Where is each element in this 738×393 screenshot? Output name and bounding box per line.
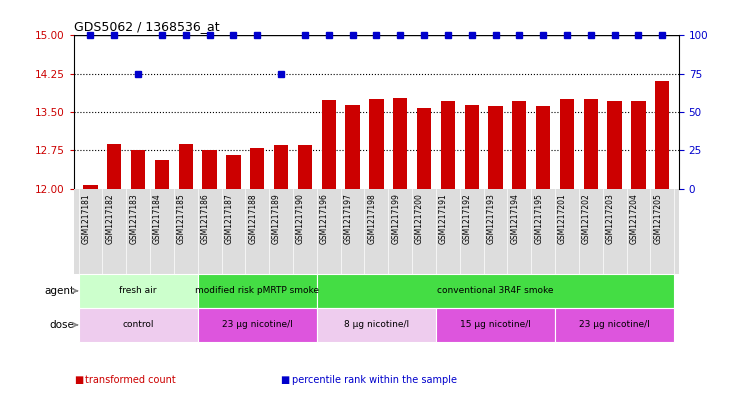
- Bar: [107, 144, 122, 189]
- Text: GSM1217194: GSM1217194: [511, 193, 520, 244]
- Bar: [131, 150, 145, 189]
- Text: GSM1217196: GSM1217196: [320, 193, 328, 244]
- Text: 23 μg nicotine/l: 23 μg nicotine/l: [222, 320, 293, 329]
- Text: control: control: [123, 320, 154, 329]
- Bar: [78, 308, 198, 342]
- Text: GSM1217203: GSM1217203: [606, 193, 615, 244]
- Text: GSM1217185: GSM1217185: [177, 193, 186, 244]
- Bar: [297, 145, 312, 189]
- Bar: [78, 274, 198, 308]
- Text: ■: ■: [74, 375, 83, 385]
- Text: GSM1217204: GSM1217204: [630, 193, 638, 244]
- Text: ■: ■: [280, 375, 290, 385]
- Text: GSM1217198: GSM1217198: [368, 193, 376, 244]
- Text: 23 μg nicotine/l: 23 μg nicotine/l: [579, 320, 650, 329]
- Bar: [179, 144, 193, 189]
- Text: GSM1217186: GSM1217186: [201, 193, 210, 244]
- Text: GSM1217199: GSM1217199: [391, 193, 400, 244]
- Text: GSM1217192: GSM1217192: [463, 193, 472, 244]
- Text: GSM1217190: GSM1217190: [296, 193, 305, 244]
- Text: GSM1217188: GSM1217188: [248, 193, 258, 244]
- Bar: [369, 99, 384, 189]
- Text: GSM1217181: GSM1217181: [81, 193, 91, 244]
- Bar: [631, 101, 646, 189]
- Text: dose: dose: [49, 320, 74, 330]
- Bar: [274, 145, 289, 189]
- Bar: [584, 99, 598, 189]
- Bar: [317, 308, 436, 342]
- Text: GSM1217184: GSM1217184: [153, 193, 162, 244]
- Bar: [464, 105, 479, 189]
- Bar: [555, 308, 675, 342]
- Text: GSM1217205: GSM1217205: [653, 193, 662, 244]
- Text: conventional 3R4F smoke: conventional 3R4F smoke: [437, 286, 554, 295]
- Bar: [607, 101, 622, 189]
- Text: 8 μg nicotine/l: 8 μg nicotine/l: [344, 320, 409, 329]
- Bar: [155, 160, 169, 189]
- Bar: [227, 155, 241, 189]
- Bar: [83, 185, 97, 189]
- Bar: [560, 99, 574, 189]
- Text: modified risk pMRTP smoke: modified risk pMRTP smoke: [196, 286, 320, 295]
- Text: fresh air: fresh air: [120, 286, 157, 295]
- Text: GSM1217183: GSM1217183: [129, 193, 138, 244]
- Bar: [489, 106, 503, 189]
- Bar: [250, 148, 264, 189]
- Text: GSM1217197: GSM1217197: [344, 193, 353, 244]
- Text: GSM1217193: GSM1217193: [486, 193, 495, 244]
- Text: GSM1217191: GSM1217191: [439, 193, 448, 244]
- Bar: [436, 308, 555, 342]
- Bar: [393, 98, 407, 189]
- Bar: [345, 105, 359, 189]
- Text: GSM1217201: GSM1217201: [558, 193, 567, 244]
- Text: GSM1217189: GSM1217189: [272, 193, 281, 244]
- Bar: [441, 101, 455, 189]
- Bar: [322, 100, 336, 189]
- Bar: [317, 274, 675, 308]
- Text: GSM1217187: GSM1217187: [224, 193, 233, 244]
- Text: GSM1217195: GSM1217195: [534, 193, 543, 244]
- Text: GDS5062 / 1368536_at: GDS5062 / 1368536_at: [74, 20, 219, 33]
- Bar: [198, 308, 317, 342]
- Bar: [202, 150, 217, 189]
- Bar: [512, 101, 526, 189]
- Bar: [417, 108, 431, 189]
- Text: 15 μg nicotine/l: 15 μg nicotine/l: [460, 320, 531, 329]
- Text: agent: agent: [44, 286, 74, 296]
- Bar: [655, 81, 669, 189]
- Text: percentile rank within the sample: percentile rank within the sample: [292, 375, 457, 385]
- Text: transformed count: transformed count: [85, 375, 176, 385]
- Text: GSM1217200: GSM1217200: [415, 193, 424, 244]
- Bar: [536, 106, 551, 189]
- Bar: [198, 274, 317, 308]
- Text: GSM1217202: GSM1217202: [582, 193, 591, 244]
- Text: GSM1217182: GSM1217182: [106, 193, 114, 244]
